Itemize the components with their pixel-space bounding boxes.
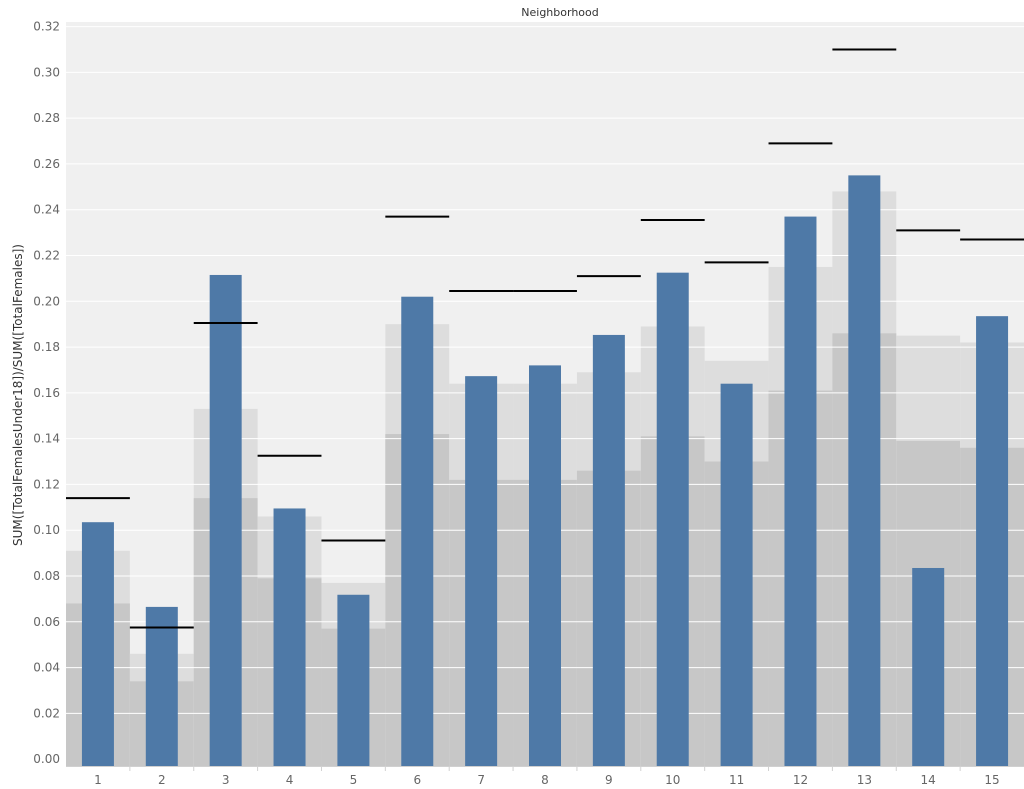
bar <box>401 296 434 766</box>
y-tick-label: 0.26 <box>33 157 60 171</box>
y-tick-label: 0.06 <box>33 615 60 629</box>
x-tick-label: 8 <box>541 773 549 787</box>
x-tick-label: 2 <box>158 773 166 787</box>
bar <box>465 376 498 766</box>
x-tick-label: 5 <box>350 773 358 787</box>
bar <box>529 365 561 766</box>
y-tick-label: 0.14 <box>33 432 60 446</box>
x-tick-label: 1 <box>94 773 102 787</box>
bar <box>592 334 625 766</box>
bar <box>720 383 753 766</box>
bar <box>273 508 306 766</box>
y-tick-label: 0.02 <box>33 706 60 720</box>
bar <box>784 216 817 767</box>
bar <box>848 175 881 766</box>
x-tick-label: 14 <box>921 773 936 787</box>
bar <box>912 567 945 766</box>
x-tick-label: 3 <box>222 773 230 787</box>
x-tick-label: 7 <box>477 773 485 787</box>
x-tick-label: 11 <box>729 773 744 787</box>
y-tick-label: 0.00 <box>33 752 60 766</box>
plot-area <box>66 22 1024 767</box>
y-tick-label: 0.28 <box>33 111 60 125</box>
y-tick-label: 0.10 <box>33 523 60 537</box>
x-tick-label: 4 <box>286 773 294 787</box>
y-tick-label: 0.24 <box>33 203 60 217</box>
y-tick-label: 0.18 <box>33 340 60 354</box>
x-tick-label: 12 <box>793 773 808 787</box>
y-tick-label: 0.22 <box>33 249 60 263</box>
bar <box>81 522 114 766</box>
x-tick-label: 6 <box>413 773 421 787</box>
bar <box>145 606 178 766</box>
bar <box>976 316 1009 766</box>
bar <box>656 272 689 766</box>
bar <box>209 274 242 766</box>
y-axis: 0.00 0.02 0.04 0.06 0.08 0.10 0.12 0.14 0.16 0.18… <box>33 20 60 767</box>
y-tick-label: 0.32 <box>33 20 60 34</box>
y-tick-label: 0.08 <box>33 569 60 583</box>
x-tick-label: 9 <box>605 773 613 787</box>
y-tick-label: 0.16 <box>33 386 60 400</box>
x-tick-label: 15 <box>984 773 999 787</box>
y-tick-label: 0.30 <box>33 65 60 79</box>
chart-title: Neighborhood <box>521 6 598 19</box>
bar <box>337 594 370 766</box>
y-tick-label: 0.20 <box>33 294 60 308</box>
x-axis: 1 2 3 4 5 6 7 8 9 10 11 12 13 14 15 <box>66 766 1024 787</box>
y-axis-label: SUM([TotalFemalesUnder18])/SUM([TotalFem… <box>11 244 25 546</box>
x-tick-label: 13 <box>857 773 872 787</box>
x-tick-label: 10 <box>665 773 680 787</box>
y-tick-label: 0.04 <box>33 661 60 675</box>
y-tick-label: 0.12 <box>33 477 60 491</box>
